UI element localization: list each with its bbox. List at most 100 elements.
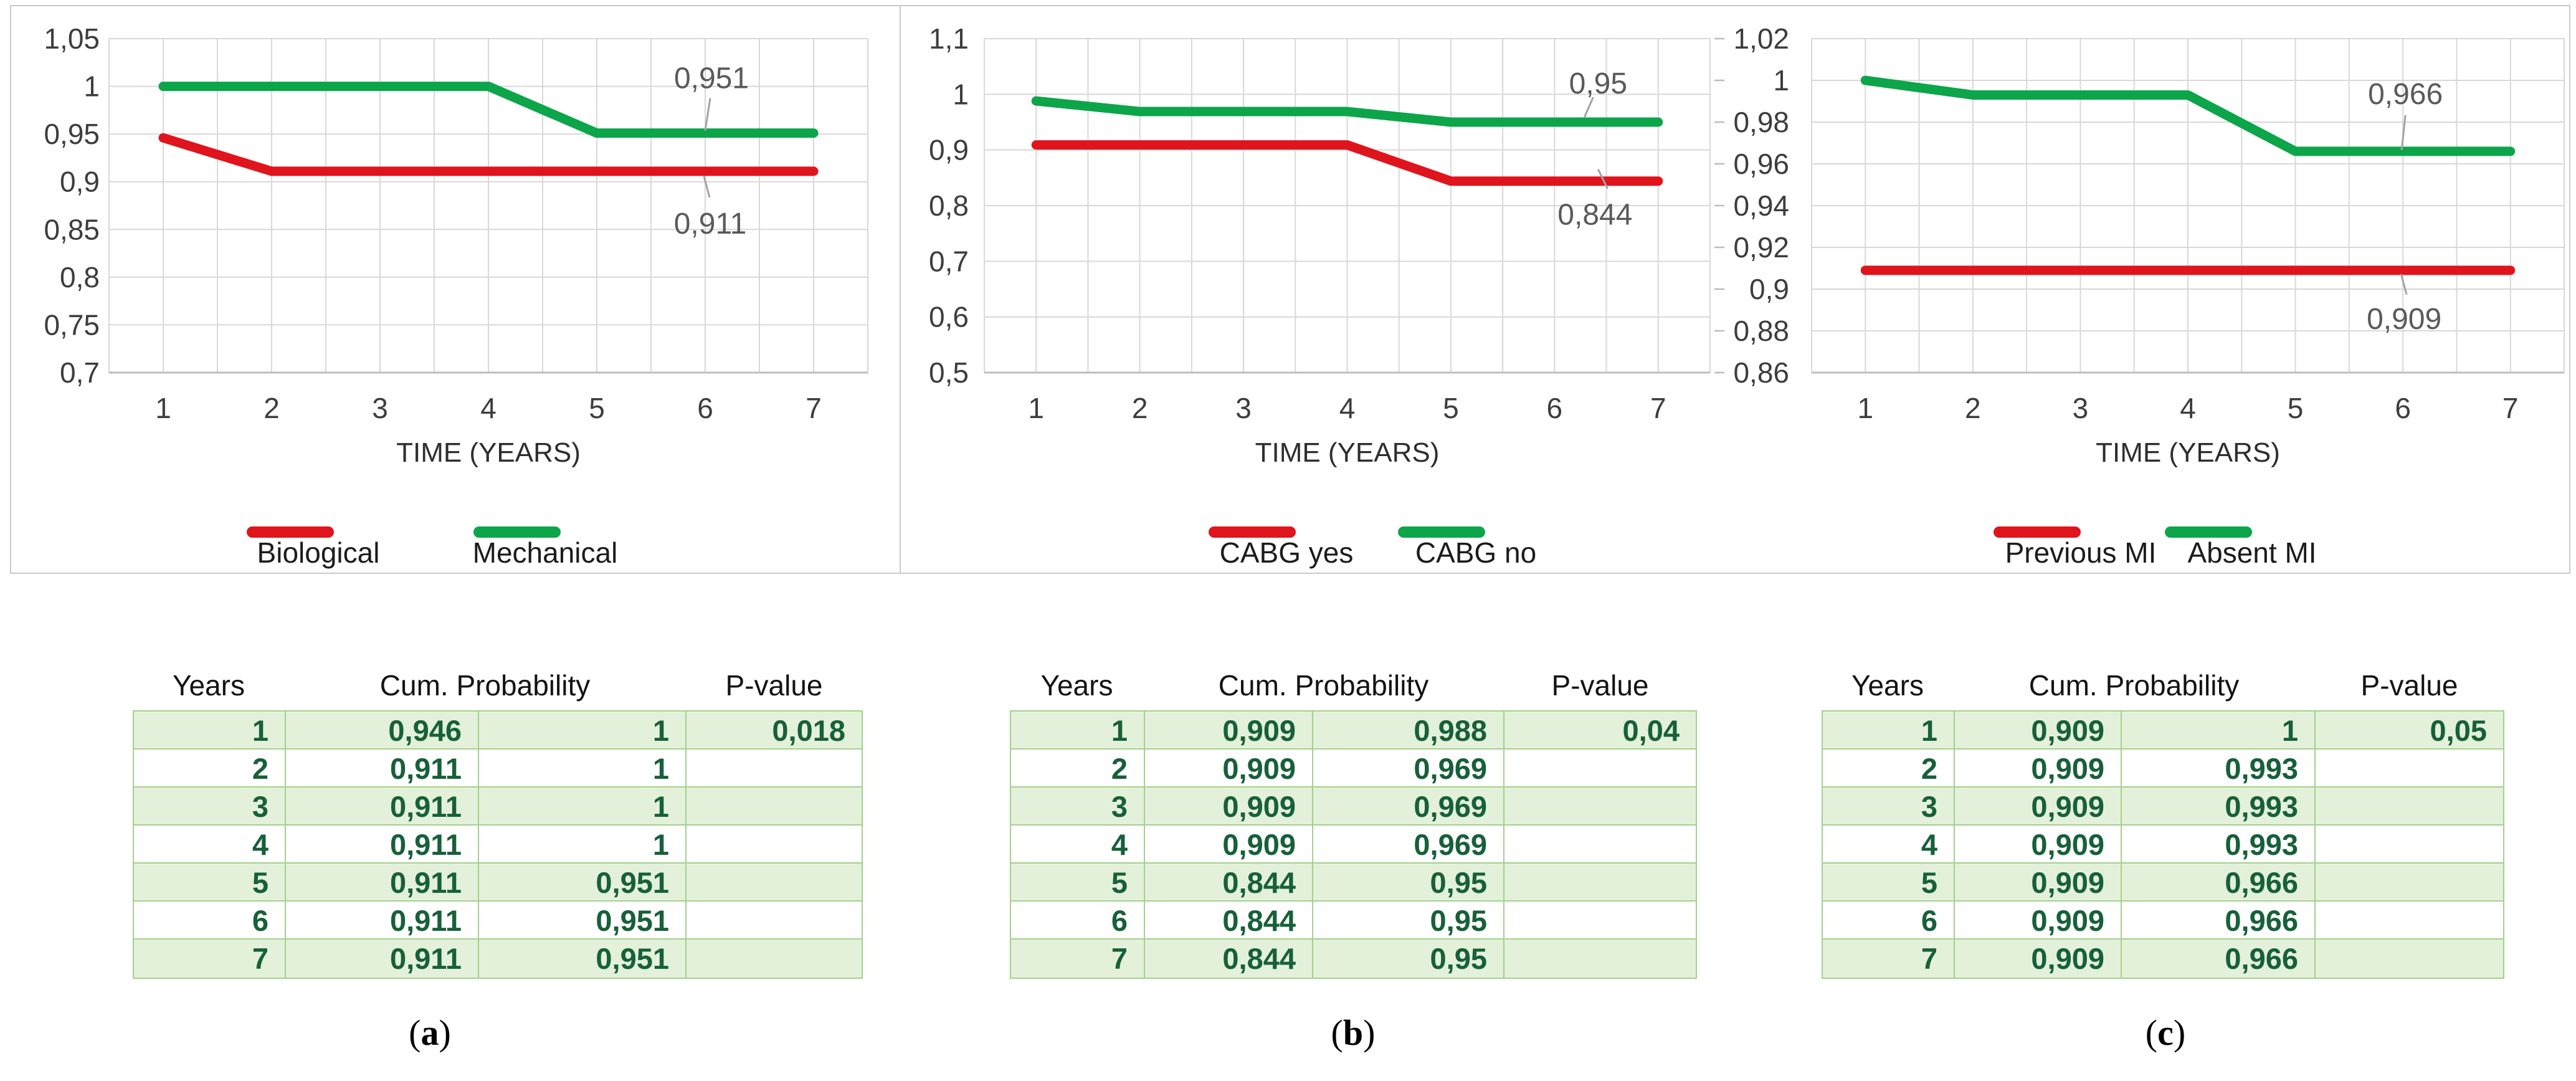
table-cell bbox=[2316, 826, 2503, 864]
table-cell: 1 bbox=[479, 712, 687, 750]
series-cabg-yes-line bbox=[1031, 140, 1663, 186]
table-cell bbox=[687, 750, 862, 788]
y-tick-label: 0,8 bbox=[60, 261, 100, 293]
table-cell: 0,909 bbox=[1145, 750, 1313, 788]
table-cell: 6 bbox=[1011, 902, 1145, 940]
table-cell: 0,911 bbox=[286, 788, 479, 826]
legend-swatch-biological bbox=[247, 526, 334, 538]
table-cell: 0,909 bbox=[1145, 788, 1313, 826]
annotation-leader-line bbox=[2400, 115, 2407, 151]
data-label: 0,951 bbox=[674, 62, 749, 95]
annotation-leader-line bbox=[1597, 169, 1609, 189]
legend-label: CABG no bbox=[1415, 536, 1536, 569]
legend-swatch-cabg-no bbox=[1398, 526, 1485, 538]
y-tick-label: 0,6 bbox=[929, 301, 969, 333]
x-tick-label: 6 bbox=[697, 392, 713, 424]
table-cell: 6 bbox=[134, 902, 286, 940]
annotation-leader-line bbox=[703, 176, 711, 198]
data-label: 0,911 bbox=[674, 207, 747, 240]
legend-label: Absent MI bbox=[2187, 536, 2316, 569]
x-tick-label: 4 bbox=[2180, 392, 2196, 424]
table-cell bbox=[687, 940, 862, 978]
legend-swatch-mechanical bbox=[473, 526, 561, 538]
y-tick-label: 0,5 bbox=[929, 356, 969, 389]
legend-swatch-previous-mi bbox=[1994, 526, 2081, 538]
table-cell bbox=[687, 788, 862, 826]
x-tick-label: 1 bbox=[1857, 392, 1873, 424]
caption-c: (c) bbox=[2145, 1012, 2186, 1053]
x-tick-label: 2 bbox=[264, 392, 280, 424]
x-tick-label: 5 bbox=[589, 392, 605, 424]
table-cell: 0,018 bbox=[687, 712, 862, 750]
table-cell: 0,95 bbox=[1313, 940, 1504, 978]
series-biological-line bbox=[158, 133, 819, 176]
table-cell: 0,844 bbox=[1145, 902, 1313, 940]
x-tick-label: 6 bbox=[2395, 392, 2411, 424]
y-tick-label: 0,85 bbox=[44, 213, 100, 245]
table-cell: 0,909 bbox=[1145, 826, 1313, 864]
table-cell: 1 bbox=[1823, 712, 1955, 750]
chart-a: 1,05 1 0,95 0,9 0,85 0,8 0,75 0,7 1 2 3 4 5 6 7 TIME (Y… bbox=[44, 22, 868, 569]
table-cell: 0,951 bbox=[479, 864, 687, 902]
legend-label: Biological bbox=[257, 536, 380, 569]
x-tick-label: 7 bbox=[806, 392, 822, 424]
table-cell: 4 bbox=[1011, 826, 1145, 864]
y-tick-label: 0,95 bbox=[44, 118, 100, 150]
table-cell: 7 bbox=[134, 940, 286, 978]
table-cell: 3 bbox=[134, 788, 286, 826]
table-cell bbox=[2316, 750, 2503, 788]
table-cell: 5 bbox=[134, 864, 286, 902]
table-cell: 0,844 bbox=[1145, 864, 1313, 902]
y-tick-label: 1 bbox=[1773, 64, 1789, 97]
y-tick-label: 0,92 bbox=[1733, 231, 1789, 264]
table-cell: 5 bbox=[1823, 864, 1955, 902]
data-label: 0,966 bbox=[2368, 78, 2443, 111]
chart-b: 1,1 1 0,9 0,8 0,7 0,6 0,5 1 2 3 4 5 6 7 TIME (YEARS) 0,… bbox=[929, 22, 1711, 569]
table-cell bbox=[1504, 750, 1696, 788]
column-header-years: Years bbox=[1040, 669, 1113, 702]
x-tick-label: 3 bbox=[1235, 392, 1252, 424]
y-tick-label: 1,1 bbox=[929, 22, 969, 55]
x-tick-label: 1 bbox=[1028, 392, 1044, 424]
column-header-cum-probability: Cum. Probability bbox=[379, 669, 591, 702]
legend-label: Previous MI bbox=[2005, 536, 2157, 569]
x-tick-label: 6 bbox=[1547, 392, 1563, 424]
table-cell: 0,911 bbox=[286, 864, 479, 902]
table-cell: 7 bbox=[1011, 940, 1145, 978]
data-label: 0,844 bbox=[1557, 199, 1632, 232]
series-mechanical-line bbox=[158, 82, 819, 138]
table-cell: 0,969 bbox=[1313, 826, 1504, 864]
table-cell: 0,909 bbox=[1955, 788, 2122, 826]
table-cell: 0,951 bbox=[479, 902, 687, 940]
table-cell bbox=[1504, 902, 1696, 940]
table-cell: 4 bbox=[134, 826, 286, 864]
x-tick-label: 5 bbox=[1443, 392, 1459, 424]
table-cell: 0,909 bbox=[1955, 826, 2122, 864]
table-cell: 0,911 bbox=[286, 826, 479, 864]
table-cell: 0,911 bbox=[286, 750, 479, 788]
column-header-p-value: P-value bbox=[2360, 669, 2458, 702]
caption-a: (a) bbox=[409, 1012, 451, 1053]
data-label: 0,95 bbox=[1569, 67, 1627, 100]
table-cell: 0,993 bbox=[2122, 750, 2316, 788]
x-tick-label: 4 bbox=[480, 392, 497, 424]
table-cell: 0,909 bbox=[1955, 750, 2122, 788]
table-cell bbox=[1504, 788, 1696, 826]
table-cell: 2 bbox=[1823, 750, 1955, 788]
column-header-years: Years bbox=[173, 669, 245, 702]
x-tick-label: 3 bbox=[372, 392, 388, 424]
x-tick-label: 2 bbox=[1132, 392, 1148, 424]
table-cell bbox=[1504, 864, 1696, 902]
y-tick-label: 1 bbox=[953, 78, 969, 110]
table-cell: 0,993 bbox=[2122, 826, 2316, 864]
table-cell: 5 bbox=[1011, 864, 1145, 902]
table-cell: 2 bbox=[134, 750, 286, 788]
x-tick-label: 3 bbox=[2073, 392, 2089, 424]
y-tick-label: 0,9 bbox=[1749, 273, 1789, 305]
table-cell: 2 bbox=[1011, 750, 1145, 788]
x-axis-title: TIME (YEARS) bbox=[1255, 437, 1440, 468]
table-cell bbox=[2316, 940, 2503, 978]
table-cell: 0,909 bbox=[1955, 940, 2122, 978]
table-cell: 0,969 bbox=[1313, 788, 1504, 826]
x-axis-title: TIME (YEARS) bbox=[396, 437, 581, 468]
